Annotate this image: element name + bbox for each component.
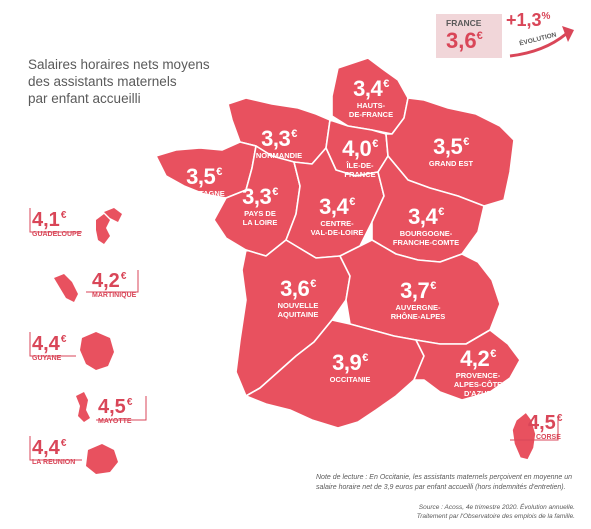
label-hauts-de-france: 3,4€ HAUTS- DE-FRANCE (348, 76, 394, 120)
label-provence-alpes-cote-dazur: 4,2€ PROVENCE- ALPES-CÔTE D'AZUR (453, 346, 503, 399)
la-reunion-shape (86, 444, 118, 474)
label-auvergne-rhone-alpes: 3,7€ AUVERGNE- RHÔNE-ALPES (390, 278, 446, 322)
label-nouvelle-aquitaine: 3,6€ NOUVELLE AQUITAINE (277, 276, 319, 320)
evolution-arrow-icon (509, 32, 567, 58)
guadeloupe-shape (96, 208, 122, 244)
label-occitanie: 3,9€ OCCITANIE (329, 350, 371, 385)
map-title: Salaires horaires nets moyens des assist… (28, 57, 210, 106)
region-corse (511, 411, 537, 461)
label-pays-de-la-loire: 3,3€ PAYS DE LA LOIRE (242, 184, 278, 228)
region-occitanie (245, 319, 425, 429)
la-reunion-badge (29, 436, 82, 461)
national-box (436, 14, 502, 58)
label-martinique: 4,2€ MARTINIQUE (92, 270, 137, 299)
region-provence-alpes-cote-dazur (413, 329, 521, 401)
mayotte-badge (96, 396, 147, 421)
guyane-badge (29, 332, 76, 357)
label-bretagne: 3,5€ BRETAGNE (183, 164, 225, 199)
martinique-badge (86, 270, 139, 293)
martinique-shape (54, 274, 78, 302)
label-bourgogne-franche-comte: 3,4€ BOURGOGNE- FRANCHE-COMTE (392, 204, 460, 248)
label-la-reunion: 4,4€ LA REUNION (32, 437, 76, 466)
label-guyane: 4,4€ GUYANE (32, 333, 67, 362)
label-centre-val-de-loire: 3,4€ CENTRE- VAL-DE-LOIRE (310, 194, 364, 238)
mayotte-shape (76, 392, 90, 422)
label-ile-de-france: 4,0€ ÎLE-DE- FRANCE (342, 136, 378, 180)
national-evolution: +1,3% (506, 10, 551, 30)
label-normandie: 3,3€ NORMANDIE (255, 126, 303, 161)
region-centre-val-de-loire (285, 147, 385, 259)
label-corse: 4,5€ CORSE (528, 412, 563, 441)
guyane-shape (80, 332, 114, 370)
label-mayotte: 4,5€ MAYOTTE (98, 396, 133, 425)
national-label: FRANCE (446, 18, 482, 28)
label-grand-est: 3,5€ GRAND EST (428, 134, 474, 169)
guadeloupe-badge (29, 208, 82, 233)
source-note: Source : Acoss, 4e trimestre 2020. Évolu… (416, 504, 575, 520)
label-guadeloupe: 4,1€ GUADELOUPE (32, 209, 82, 238)
national-value: 3,6€ (446, 28, 483, 53)
reading-note: Note de lecture : En Occitanie, les assi… (316, 474, 573, 491)
corse-badge (510, 418, 559, 441)
